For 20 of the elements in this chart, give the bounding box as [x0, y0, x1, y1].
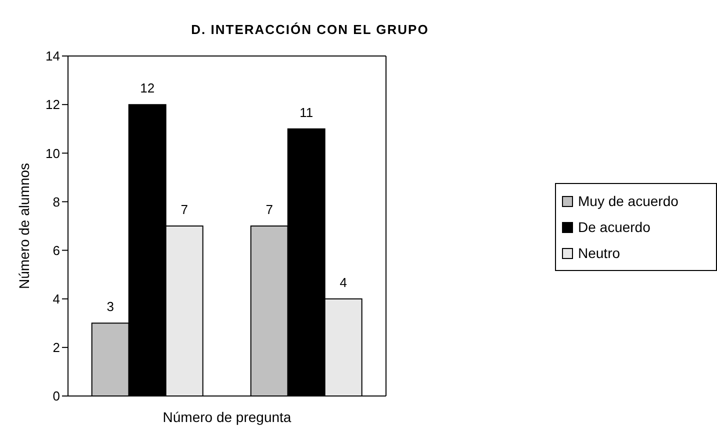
data-label: 7 [180, 202, 188, 217]
y-tick-label: 10 [46, 146, 60, 161]
y-axis-title: Número de alumnos [16, 162, 32, 290]
chart-title: D. INTERACCIÓN CON EL GRUPO [190, 22, 430, 37]
y-tick-label: 2 [52, 340, 60, 356]
y-tick-label: 6 [52, 242, 60, 258]
legend-label: Muy de acuerdo [578, 193, 678, 209]
data-label: 12 [140, 80, 155, 96]
data-label: 4 [340, 274, 347, 290]
data-label: 7 [266, 202, 273, 217]
legend-label: De acuerdo [578, 219, 650, 235]
y-tick-label: 14 [46, 48, 60, 64]
legend-label: Neutro [578, 245, 620, 261]
y-tick-label: 4 [52, 291, 60, 306]
y-tick-label: 0 [52, 388, 60, 404]
data-label: 3 [106, 299, 114, 314]
data-label: 11 [300, 104, 314, 120]
y-tick-label: 12 [46, 97, 60, 112]
x-axis-title: Número de pregunta [162, 409, 292, 425]
y-tick-label: 8 [52, 194, 60, 210]
